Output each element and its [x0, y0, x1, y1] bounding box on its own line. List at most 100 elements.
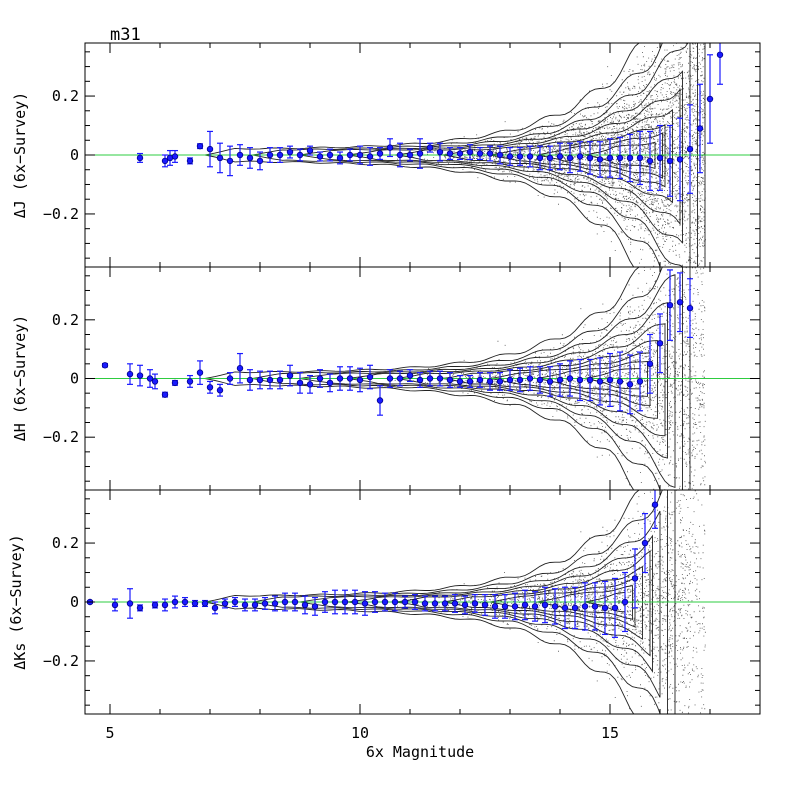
- x-tick-label: 15: [601, 724, 619, 742]
- data-point: [396, 370, 404, 387]
- data-point: [151, 601, 159, 609]
- data-point: [161, 154, 169, 168]
- data-point: [556, 363, 564, 397]
- data-point: [416, 138, 424, 169]
- data-point: [501, 594, 509, 619]
- data-point: [616, 136, 624, 180]
- density-contours: [204, 43, 706, 267]
- data-point: [506, 369, 514, 391]
- data-point: [586, 141, 594, 175]
- y-tick-label: −0.2: [43, 428, 79, 446]
- data-point: [151, 373, 159, 390]
- density-layer: [394, 43, 706, 714]
- data-point: [101, 362, 109, 369]
- data-points-layer: [86, 43, 724, 638]
- data-point: [471, 594, 479, 613]
- data-point: [666, 269, 674, 341]
- data-point: [611, 577, 619, 638]
- data-point: [191, 599, 199, 608]
- data-point: [616, 351, 624, 412]
- data-point: [296, 148, 304, 162]
- data-point: [221, 598, 229, 609]
- data-point: [416, 372, 424, 388]
- x-axis-label: 6x Magnitude: [366, 743, 474, 761]
- y-tick-label: 0.2: [52, 311, 79, 329]
- data-point: [596, 357, 604, 406]
- data-point: [561, 586, 569, 630]
- data-point: [646, 333, 654, 394]
- data-point: [516, 367, 524, 393]
- axis-ticks: −0.2 0 0.2 −0.2 0 0.2 −0.2 0 0.2 5 10 15: [43, 43, 761, 742]
- data-point: [666, 124, 674, 197]
- data-point: [536, 145, 544, 171]
- data-point: [251, 598, 259, 612]
- data-point: [371, 591, 379, 613]
- data-point: [111, 598, 119, 612]
- data-point: [496, 372, 504, 391]
- data-point: [296, 372, 304, 394]
- data-point: [656, 124, 664, 191]
- data-point: [431, 595, 439, 612]
- data-point: [236, 144, 244, 166]
- data-point: [511, 592, 519, 621]
- data-point: [321, 591, 329, 613]
- data-point: [236, 352, 244, 384]
- data-point: [381, 592, 389, 612]
- data-point: [171, 149, 179, 163]
- density-dots: [394, 490, 706, 714]
- data-point: [626, 354, 634, 415]
- data-point: [126, 588, 134, 619]
- y-tick-label: 0: [70, 146, 79, 164]
- data-point: [546, 366, 554, 397]
- data-point: [621, 571, 629, 633]
- data-point: [606, 352, 614, 407]
- data-point: [166, 149, 174, 166]
- data-point: [316, 151, 324, 162]
- data-point: [266, 147, 274, 163]
- data-point: [526, 366, 534, 391]
- data-point: [436, 142, 444, 162]
- data-point: [346, 366, 354, 391]
- data-point: [581, 582, 589, 631]
- data-point: [421, 595, 429, 612]
- data-point: [491, 594, 499, 619]
- data-point: [326, 373, 334, 393]
- data-point: [486, 145, 494, 162]
- data-point: [451, 594, 459, 613]
- data-point: [306, 145, 314, 156]
- density-contours: [204, 490, 676, 714]
- data-point: [246, 147, 254, 169]
- data-point: [566, 142, 574, 174]
- data-point: [476, 147, 484, 161]
- data-point: [631, 548, 639, 609]
- data-point: [551, 588, 559, 625]
- x-tick-label: 10: [351, 724, 369, 742]
- data-point: [466, 374, 474, 388]
- data-point: [406, 148, 414, 162]
- data-point: [261, 596, 269, 610]
- data-point: [521, 589, 529, 621]
- data-point: [411, 594, 419, 610]
- data-point: [316, 369, 324, 388]
- data-point: [366, 147, 374, 166]
- x-tick-label: 5: [105, 724, 114, 742]
- data-point: [206, 130, 214, 168]
- data-point: [586, 358, 594, 402]
- data-point: [216, 142, 224, 174]
- data-point: [406, 369, 414, 383]
- data-point: [596, 141, 604, 178]
- data-point: [136, 152, 144, 163]
- data-point: [366, 364, 374, 390]
- data-point: [706, 54, 714, 144]
- data-point: [246, 369, 254, 391]
- data-point: [541, 586, 549, 624]
- data-point: [351, 589, 359, 615]
- data-point: [656, 313, 664, 374]
- data-point: [456, 374, 464, 388]
- data-point: [301, 595, 309, 615]
- data-point: [161, 391, 169, 398]
- data-point: [651, 490, 659, 529]
- data-point: [341, 589, 349, 615]
- data-point: [186, 157, 194, 165]
